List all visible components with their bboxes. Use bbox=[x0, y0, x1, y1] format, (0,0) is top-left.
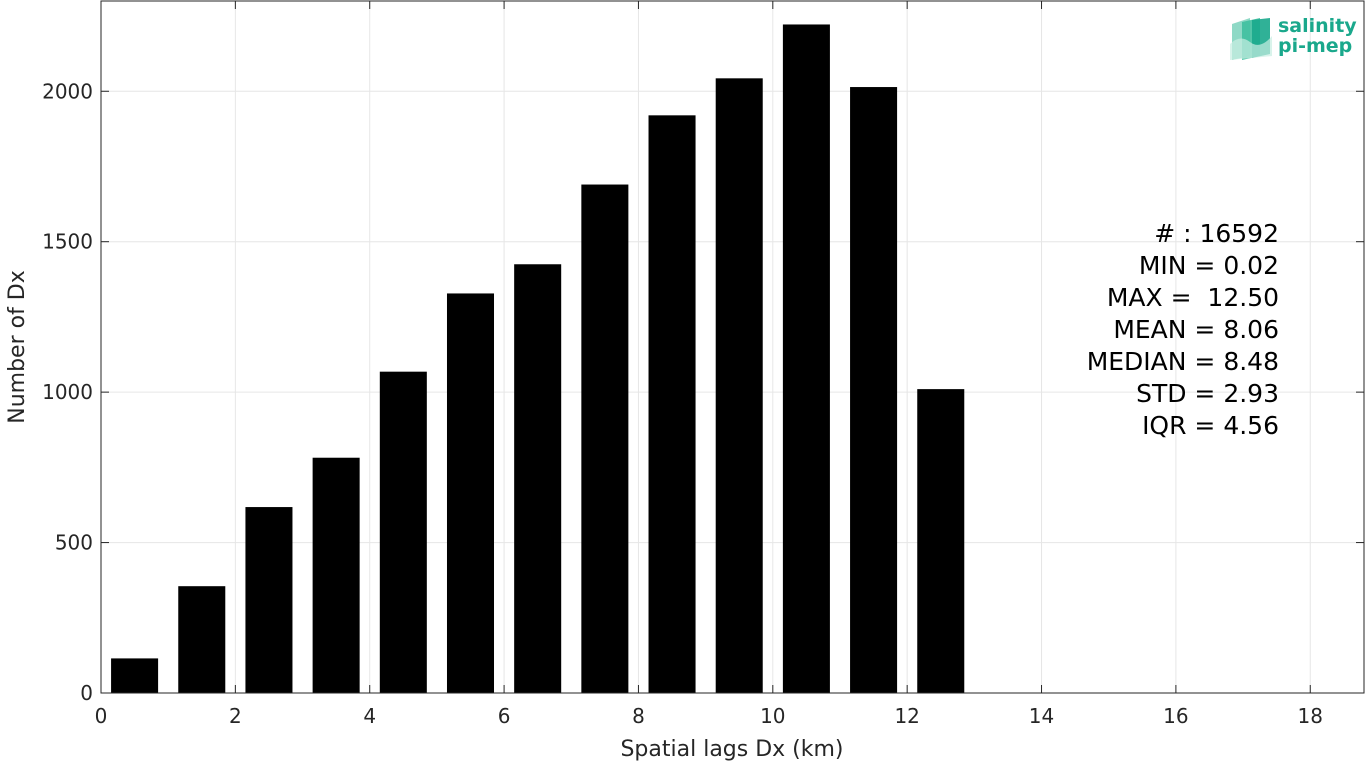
histogram-bar bbox=[379, 371, 427, 693]
histogram-bar bbox=[178, 586, 226, 693]
histogram-bar bbox=[782, 24, 830, 693]
x-tick-label: 6 bbox=[498, 704, 511, 728]
stat-std: STD = 2.93 bbox=[1136, 379, 1279, 408]
x-axis: 0 2 4 6 8 10 12 14 16 18 bbox=[95, 1, 1323, 728]
statistics-box: # : 16592 MIN = 0.02 MAX = 12.50 MEAN = … bbox=[1087, 218, 1279, 442]
x-tick-label: 14 bbox=[1029, 704, 1054, 728]
x-tick-label: 18 bbox=[1298, 704, 1323, 728]
y-axis: 0 500 1000 1500 2000 bbox=[42, 79, 1364, 705]
y-axis-label: Number of Dx bbox=[5, 270, 30, 424]
histogram-bar bbox=[514, 264, 562, 693]
histogram-bar bbox=[648, 115, 696, 693]
histogram-bar bbox=[446, 293, 495, 693]
histogram-bar bbox=[111, 658, 159, 693]
x-tick-label: 0 bbox=[95, 704, 108, 728]
histogram-bar bbox=[581, 184, 629, 693]
salinity-pi-mep-logo: salinity pi-mep bbox=[1228, 14, 1358, 62]
stat-min: MIN = 0.02 bbox=[1138, 251, 1279, 280]
x-tick-label: 10 bbox=[760, 704, 785, 728]
x-tick-label: 2 bbox=[229, 704, 242, 728]
histogram-bar bbox=[917, 389, 965, 693]
histogram-bar bbox=[850, 87, 898, 693]
x-tick-label: 16 bbox=[1163, 704, 1188, 728]
wave-logo-icon bbox=[1230, 18, 1272, 60]
y-tick-label: 1500 bbox=[42, 230, 93, 254]
x-axis-label: Spatial lags Dx (km) bbox=[620, 737, 843, 762]
bars bbox=[111, 24, 965, 693]
histogram-bar bbox=[715, 78, 763, 693]
x-tick-label: 8 bbox=[632, 704, 645, 728]
y-tick-label: 500 bbox=[55, 531, 93, 555]
y-tick-label: 2000 bbox=[42, 79, 93, 103]
plot-frame bbox=[100, 0, 1365, 694]
stat-iqr: IQR = 4.56 bbox=[1142, 411, 1279, 440]
stat-median: MEDIAN = 8.48 bbox=[1086, 347, 1279, 376]
stat-count: # : 16592 bbox=[1154, 219, 1279, 248]
y-tick-label: 1000 bbox=[42, 380, 93, 404]
x-tick-label: 4 bbox=[363, 704, 376, 728]
histogram-bar bbox=[312, 457, 360, 693]
x-tick-label: 12 bbox=[894, 704, 919, 728]
stat-mean: MEAN = 8.06 bbox=[1113, 315, 1279, 344]
y-tick-label: 0 bbox=[80, 681, 93, 705]
stat-max: MAX = 12.50 bbox=[1106, 283, 1279, 312]
logo-line-2: pi-mep bbox=[1278, 35, 1353, 57]
histogram-bar bbox=[245, 507, 293, 693]
logo-line-1: salinity bbox=[1278, 15, 1357, 37]
